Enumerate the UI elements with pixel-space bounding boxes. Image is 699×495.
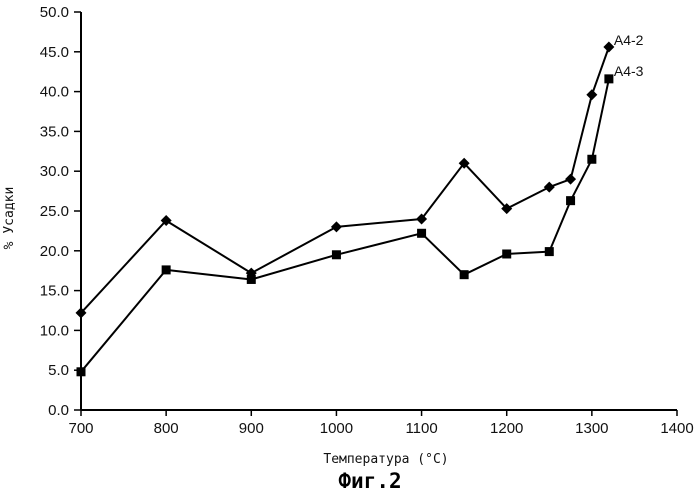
- data-point: [502, 249, 511, 258]
- x-tick-label: 1300: [575, 420, 608, 437]
- series-line: [81, 47, 609, 313]
- x-tick-label: 1000: [320, 420, 353, 437]
- data-point: [247, 275, 256, 284]
- data-point: [77, 367, 86, 376]
- series-label: A4-3: [614, 63, 644, 79]
- y-tick-label: 50.0: [40, 4, 69, 21]
- x-axis-ticks: 700 800 900 1000 1100 1200 1300 1400: [68, 410, 693, 437]
- series-a4-3: A4-3: [77, 63, 644, 376]
- series-group: A4-2 A4-3: [76, 32, 644, 376]
- data-point: [565, 174, 576, 185]
- y-tick-label: 45.0: [40, 44, 69, 61]
- data-point: [331, 221, 342, 232]
- y-tick-label: 10.0: [40, 322, 69, 339]
- data-point: [545, 247, 554, 256]
- data-point: [604, 74, 613, 83]
- y-axis-title: % Усадки: [2, 187, 17, 250]
- y-axis-ticks: 0.0 5.0 10.0 15.0 20.0 25.0 30.0 35.0 40.0 45.0 50…: [40, 4, 81, 419]
- data-point: [460, 270, 469, 279]
- data-point: [566, 196, 575, 205]
- y-tick-label: 0.0: [48, 402, 69, 419]
- x-tick-label: 900: [239, 420, 264, 437]
- data-point: [544, 182, 555, 193]
- axes: [81, 12, 677, 410]
- data-point: [603, 42, 614, 53]
- y-tick-label: 40.0: [40, 84, 69, 101]
- data-point: [332, 250, 341, 259]
- series-label: A4-2: [614, 32, 644, 48]
- y-tick-label: 25.0: [40, 203, 69, 220]
- figure-caption: Фиг.2: [338, 469, 401, 493]
- x-tick-label: 1200: [490, 420, 523, 437]
- data-point: [417, 229, 426, 238]
- data-point: [162, 265, 171, 274]
- x-tick-label: 800: [154, 420, 179, 437]
- data-point: [586, 89, 597, 100]
- y-tick-label: 15.0: [40, 283, 69, 300]
- x-tick-label: 1100: [405, 420, 437, 437]
- y-tick-label: 20.0: [40, 243, 69, 260]
- y-tick-label: 30.0: [40, 163, 69, 180]
- x-tick-label: 1400: [660, 420, 693, 437]
- x-tick-label: 700: [68, 420, 93, 437]
- y-tick-label: 5.0: [48, 362, 69, 379]
- y-tick-label: 35.0: [40, 123, 69, 140]
- data-point: [587, 155, 596, 164]
- x-axis-title: Температура (°C): [323, 452, 448, 467]
